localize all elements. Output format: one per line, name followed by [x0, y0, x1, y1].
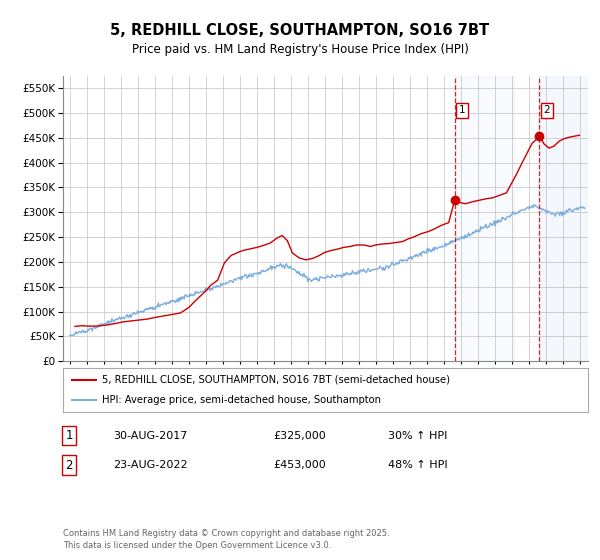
Text: 23-AUG-2022: 23-AUG-2022	[113, 460, 187, 470]
Text: Price paid vs. HM Land Registry's House Price Index (HPI): Price paid vs. HM Land Registry's House …	[131, 43, 469, 56]
Text: 1: 1	[65, 429, 73, 442]
Text: 5, REDHILL CLOSE, SOUTHAMPTON, SO16 7BT (semi-detached house): 5, REDHILL CLOSE, SOUTHAMPTON, SO16 7BT …	[103, 375, 451, 385]
Bar	[455, 76, 514, 361]
Text: HPI: Average price, semi-detached house, Southampton: HPI: Average price, semi-detached house,…	[103, 395, 382, 405]
Text: 1: 1	[459, 105, 466, 115]
Text: 30% ↑ HPI: 30% ↑ HPI	[389, 431, 448, 441]
Text: 30-AUG-2017: 30-AUG-2017	[113, 431, 187, 441]
Text: 5, REDHILL CLOSE, SOUTHAMPTON, SO16 7BT: 5, REDHILL CLOSE, SOUTHAMPTON, SO16 7BT	[110, 24, 490, 38]
Text: 2: 2	[65, 459, 73, 472]
Text: 2: 2	[544, 105, 550, 115]
Text: £325,000: £325,000	[273, 431, 326, 441]
Text: 48% ↑ HPI: 48% ↑ HPI	[389, 460, 448, 470]
Text: Contains HM Land Registry data © Crown copyright and database right 2025.
This d: Contains HM Land Registry data © Crown c…	[63, 529, 389, 550]
Bar	[539, 76, 588, 361]
Text: £453,000: £453,000	[273, 460, 326, 470]
